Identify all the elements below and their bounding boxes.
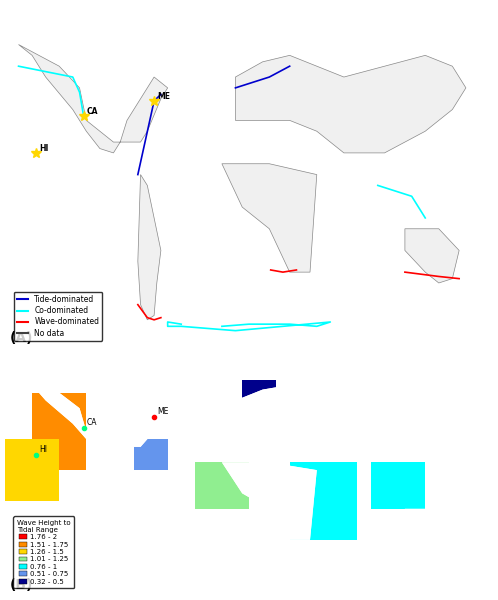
- Polygon shape: [236, 385, 466, 455]
- Polygon shape: [222, 164, 317, 272]
- Polygon shape: [32, 393, 86, 470]
- Polygon shape: [371, 463, 425, 509]
- Polygon shape: [236, 55, 466, 153]
- Polygon shape: [222, 463, 317, 540]
- Text: (A): (A): [10, 331, 33, 344]
- Polygon shape: [18, 377, 168, 455]
- Text: HI: HI: [39, 445, 47, 454]
- Polygon shape: [138, 175, 161, 320]
- Polygon shape: [405, 229, 459, 283]
- Polygon shape: [195, 463, 249, 509]
- Polygon shape: [5, 439, 59, 501]
- Text: ME: ME: [157, 92, 170, 101]
- Polygon shape: [138, 470, 161, 574]
- Polygon shape: [138, 470, 161, 574]
- Polygon shape: [236, 385, 466, 455]
- Polygon shape: [134, 439, 168, 470]
- Polygon shape: [18, 377, 168, 455]
- Text: (B): (B): [10, 578, 33, 592]
- Text: CA: CA: [86, 418, 97, 427]
- Polygon shape: [242, 380, 276, 411]
- Polygon shape: [18, 44, 168, 153]
- Legend: 1.76 - 2, 1.51 - 1.75, 1.26 - 1.5, 1.01 - 1.25, 0.76 - 1, 0.51 - 0.75, 0.32 - 0.: 1.76 - 2, 1.51 - 1.75, 1.26 - 1.5, 1.01 …: [13, 517, 74, 588]
- Polygon shape: [290, 463, 358, 540]
- Text: ME: ME: [157, 407, 168, 416]
- Legend: Tide-dominated, Co-dominated, Wave-dominated, No data: Tide-dominated, Co-dominated, Wave-domin…: [13, 292, 103, 341]
- Polygon shape: [405, 509, 459, 548]
- Text: HI: HI: [39, 144, 48, 153]
- Polygon shape: [405, 509, 459, 548]
- Polygon shape: [222, 463, 317, 540]
- Text: CA: CA: [86, 107, 98, 116]
